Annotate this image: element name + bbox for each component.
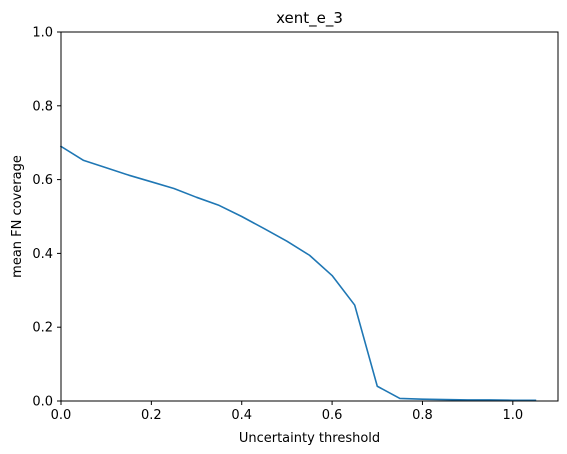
chart-title: xent_e_3 <box>276 9 343 28</box>
x-ticks: 0.0 0.2 0.4 0.6 0.8 1.0 <box>51 401 523 423</box>
y-ticks: 0.0 0.2 0.4 0.6 0.8 1.0 <box>32 26 61 410</box>
y-tick-label: 1.0 <box>32 26 53 41</box>
plot-marks <box>59 145 537 402</box>
y-tick-label: 0.2 <box>32 321 53 336</box>
x-tick-label: 1.0 <box>502 408 523 423</box>
x-tick-label: 0.6 <box>322 408 343 423</box>
y-tick-label: 0.4 <box>32 247 53 262</box>
y-tick-label: 0.0 <box>32 395 53 410</box>
x-tick-label: 0.0 <box>51 408 72 423</box>
x-tick-label: 0.2 <box>141 408 162 423</box>
y-axis-label: mean FN coverage <box>10 155 25 278</box>
x-axis-label: Uncertainty threshold <box>239 431 380 446</box>
plot-frame <box>60 31 559 402</box>
y-tick-label: 0.8 <box>32 99 53 114</box>
x-tick-label: 0.4 <box>231 408 252 423</box>
y-tick-label: 0.6 <box>32 173 53 188</box>
series-line <box>59 145 537 402</box>
x-tick-label: 0.8 <box>412 408 433 423</box>
